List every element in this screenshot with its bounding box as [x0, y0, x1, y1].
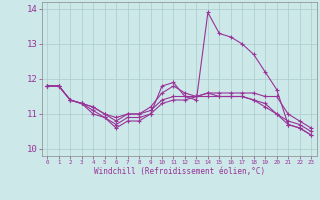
X-axis label: Windchill (Refroidissement éolien,°C): Windchill (Refroidissement éolien,°C): [94, 167, 265, 176]
